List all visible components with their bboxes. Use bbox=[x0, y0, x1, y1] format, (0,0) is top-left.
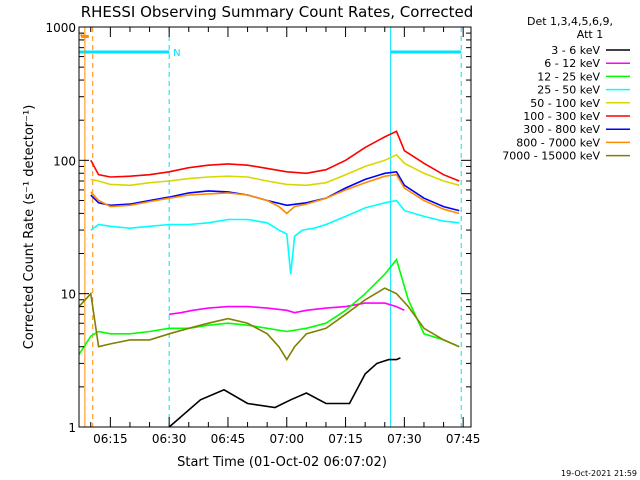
legend-header-line-2: Att 1 bbox=[577, 28, 603, 41]
x-tick-label-2: 06:45 bbox=[211, 432, 246, 446]
plot-frame bbox=[78, 26, 472, 428]
series-line-7 bbox=[90, 173, 460, 215]
status-flags: SN bbox=[79, 32, 462, 59]
x-tick-label-4: 07:15 bbox=[328, 432, 363, 446]
series-lines bbox=[78, 130, 460, 428]
vertical-markers bbox=[84, 27, 462, 427]
y-tick-label-2: 100 bbox=[53, 154, 76, 168]
legend-label-2: 12 - 25 keV bbox=[537, 70, 600, 83]
series-line-1 bbox=[169, 302, 405, 316]
series-line-0 bbox=[168, 357, 401, 428]
x-axis-ticks: 06:15 06:30 06:45 07:00 07:15 07:30 07:45 bbox=[90, 27, 481, 446]
legend-label-1: 6 - 12 keV bbox=[544, 57, 600, 70]
generation-timestamp: 19-Oct-2021 21:59 bbox=[561, 469, 637, 478]
series-line-8 bbox=[78, 287, 460, 362]
x-tick-label-6: 07:45 bbox=[446, 432, 481, 446]
x-tick-label-0: 06:15 bbox=[93, 432, 128, 446]
series-line-6 bbox=[90, 170, 460, 212]
series-line-5 bbox=[90, 130, 460, 182]
y-axis-ticks: 1 10 100 1000 bbox=[45, 21, 471, 435]
legend-header-line-1: Det 1,3,4,5,6,9, bbox=[527, 15, 613, 28]
chart-title: RHESSI Observing Summary Count Rates, Co… bbox=[81, 3, 474, 21]
legend-label-8: 7000 - 15000 keV bbox=[502, 150, 600, 163]
legend-label-6: 300 - 800 keV bbox=[523, 123, 600, 136]
x-axis-label: Start Time (01-Oct-02 06:07:02) bbox=[177, 455, 387, 470]
legend-label-5: 100 - 300 keV bbox=[523, 110, 600, 123]
x-tick-label-3: 07:00 bbox=[269, 432, 304, 446]
x-tick-label-5: 07:30 bbox=[387, 432, 422, 446]
series-line-2 bbox=[78, 257, 460, 355]
y-tick-label-3: 1000 bbox=[45, 21, 76, 35]
flag-label-n: N bbox=[173, 48, 180, 59]
flag-label-s: S bbox=[80, 32, 86, 43]
legend-label-0: 3 - 6 keV bbox=[551, 44, 600, 57]
legend-label-4: 50 - 100 keV bbox=[530, 97, 600, 110]
y-axis-label: Corrected Count Rate (s⁻¹ detector⁻¹) bbox=[22, 105, 37, 350]
series-line-3 bbox=[90, 199, 460, 275]
y-tick-label-0: 1 bbox=[68, 421, 76, 435]
plot-area: SN 06:15 06:30 06:45 07:00 07:15 07:30 07:45 1… bbox=[45, 21, 480, 446]
y-tick-label-1: 10 bbox=[61, 288, 76, 302]
x-tick-label-1: 06:30 bbox=[152, 432, 187, 446]
series-line-4 bbox=[90, 153, 460, 187]
legend-label-3: 25 - 50 keV bbox=[537, 84, 600, 97]
legend-label-7: 800 - 7000 keV bbox=[516, 136, 600, 149]
